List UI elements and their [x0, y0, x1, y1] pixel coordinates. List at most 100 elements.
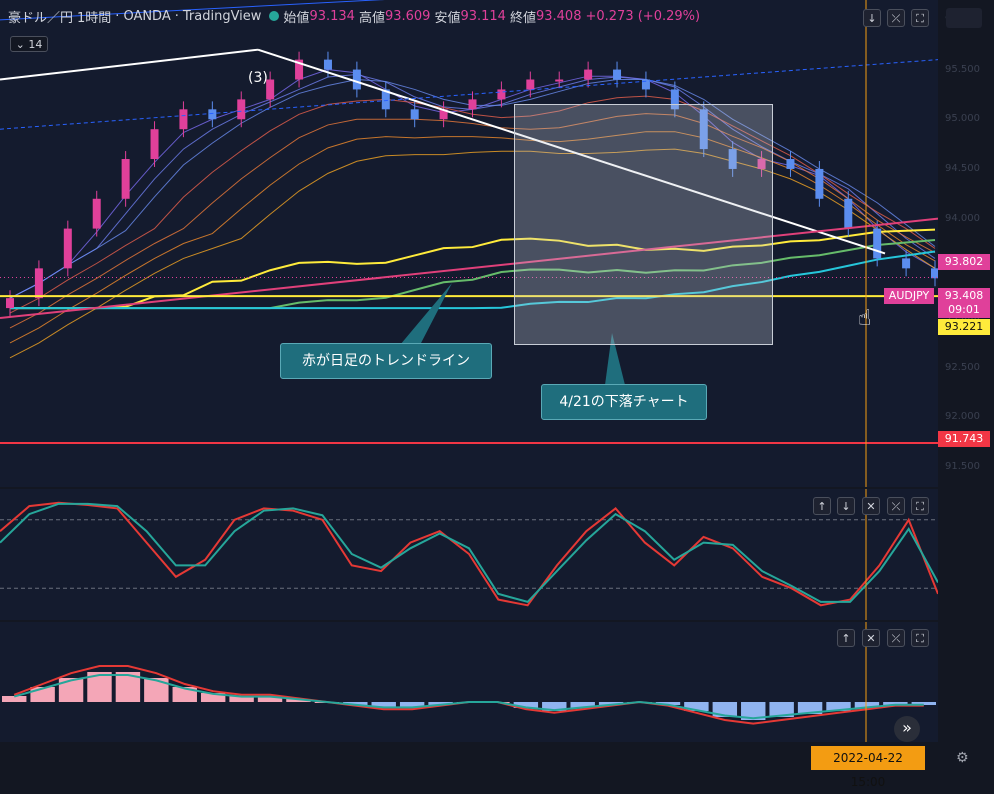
macd-histogram-bar [542, 702, 567, 711]
open-value: 93.134 [309, 8, 355, 24]
crosshair-date-label: 2022-04-22 15:00 [811, 746, 925, 789]
indicator-collapse-button[interactable]: ⌄ 14 [10, 36, 48, 52]
expand-icon[interactable]: ⤫ [887, 629, 905, 647]
resistance-level-tag: 91.743 [938, 431, 990, 447]
macd-histogram-bar [797, 702, 823, 714]
trendline-callout[interactable]: 赤が日足のトレンドライン [280, 343, 492, 379]
candle-body [6, 298, 14, 309]
interval-label[interactable]: 1時間 [77, 10, 112, 26]
maximize-icon[interactable]: ⛶ [911, 497, 929, 515]
high-value: 93.609 [384, 8, 431, 24]
market-open-indicator [269, 11, 280, 21]
macd-histogram-bar [598, 702, 624, 705]
close-icon[interactable]: ✕ [862, 629, 880, 647]
axis-tick-label: 92.000 [945, 411, 980, 423]
macd-histogram-bar [2, 696, 27, 702]
axis-tick-label: 95.500 [945, 63, 980, 75]
close-icon[interactable]: ✕ [862, 497, 880, 515]
macd-histogram-bar [144, 678, 169, 702]
macd-histogram-bar [399, 702, 425, 708]
macd-histogram-bar [769, 702, 794, 717]
symbol-tag: AUDJPY [884, 288, 934, 304]
daily-trendline [0, 217, 938, 320]
ema-ribbon-line [9, 148, 936, 359]
candle-body [931, 268, 938, 279]
candle-body [641, 79, 650, 90]
hand-cursor-icon: ☝ [858, 306, 871, 331]
macd-histogram-bar [655, 702, 681, 705]
support-level-tag: 93.221 [938, 319, 990, 335]
macd-histogram-bar [286, 699, 311, 702]
candle-body [439, 109, 448, 120]
settings-icon[interactable]: ⚙ [956, 750, 969, 766]
macd-histogram-bar [371, 702, 396, 708]
move-down-icon[interactable]: ↓ [863, 9, 881, 27]
countdown-tag: 09:01 [938, 302, 990, 318]
ema-ribbon-line [9, 131, 936, 344]
candle-body [295, 59, 304, 80]
candle-body [815, 168, 824, 199]
stochastic-chart [0, 489, 938, 620]
drop-highlight-box [514, 104, 773, 345]
move-down-icon[interactable]: ↓ [837, 497, 855, 515]
candle-body [757, 159, 766, 169]
candle-body [699, 109, 708, 150]
low-label: 安値 [434, 10, 461, 26]
ema-ribbon-line [9, 113, 936, 329]
wave-label: (3) [248, 70, 268, 86]
axis-tick-label: 92.500 [945, 361, 980, 373]
symbol-name[interactable]: 豪ドル／円 [8, 10, 74, 26]
candle-body [150, 129, 159, 160]
axis-tick-label: 95.000 [945, 113, 980, 125]
broker-label: OANDA [123, 8, 171, 24]
maximize-icon[interactable]: ⛶ [911, 629, 929, 647]
candle-body [555, 79, 564, 82]
candle-body [92, 198, 101, 229]
candle-body [381, 89, 390, 110]
macd-histogram-bar [257, 696, 283, 702]
channel-top-line [0, 0, 385, 21]
candle-body [179, 109, 188, 130]
expand-icon[interactable]: ⤫ [887, 497, 905, 515]
macd-histogram-bar [200, 693, 226, 702]
candle-body [208, 109, 217, 120]
drop-chart-callout[interactable]: 4/21の下落チャート [541, 384, 707, 420]
candle-body [613, 69, 622, 80]
macd-histogram-bar [684, 702, 709, 711]
signal-line [13, 674, 924, 720]
candle-body [786, 159, 795, 169]
macd-histogram-bar [854, 702, 880, 708]
close-label: 終値 [509, 10, 536, 26]
axis-tick-label: 94.000 [945, 212, 980, 224]
candle-body [584, 69, 593, 80]
move-up-icon[interactable]: ↑ [837, 629, 855, 647]
upper-price-tag: 93.802 [938, 254, 990, 270]
price-chart[interactable]: ☝ [0, 0, 938, 487]
candle-body [526, 79, 535, 90]
platform-label: TradingView [182, 8, 262, 24]
high-label: 高値 [358, 10, 385, 26]
top-right-panel[interactable] [946, 8, 982, 28]
macd-histogram-bar [172, 687, 197, 702]
macd-histogram-bar [741, 702, 766, 720]
wave-trendline [0, 48, 259, 81]
stochastic-line [0, 502, 938, 604]
candle-body [266, 79, 275, 100]
candle-body [873, 228, 882, 259]
macd-histogram-bar [883, 702, 908, 705]
macd-histogram-bar [570, 702, 595, 708]
callout-pointer [605, 333, 625, 385]
macd-histogram-bar [229, 696, 254, 702]
candle-body [468, 99, 477, 110]
candle-body [323, 59, 332, 70]
move-up-icon[interactable]: ↑ [813, 497, 831, 515]
expand-icon[interactable]: ⤫ [887, 9, 905, 27]
macd-histogram-bar [428, 702, 453, 705]
candle-body [63, 228, 72, 269]
callout-pointer [400, 283, 452, 345]
maximize-icon[interactable]: ⛶ [911, 9, 929, 27]
candle-body [728, 149, 737, 169]
axis-tick-label: 94.500 [945, 162, 980, 174]
scroll-forward-icon[interactable]: » [894, 716, 920, 742]
symbol-legend[interactable]: 豪ドル／円 1時間 · OANDA · TradingView 始値 93.13… [8, 8, 701, 26]
